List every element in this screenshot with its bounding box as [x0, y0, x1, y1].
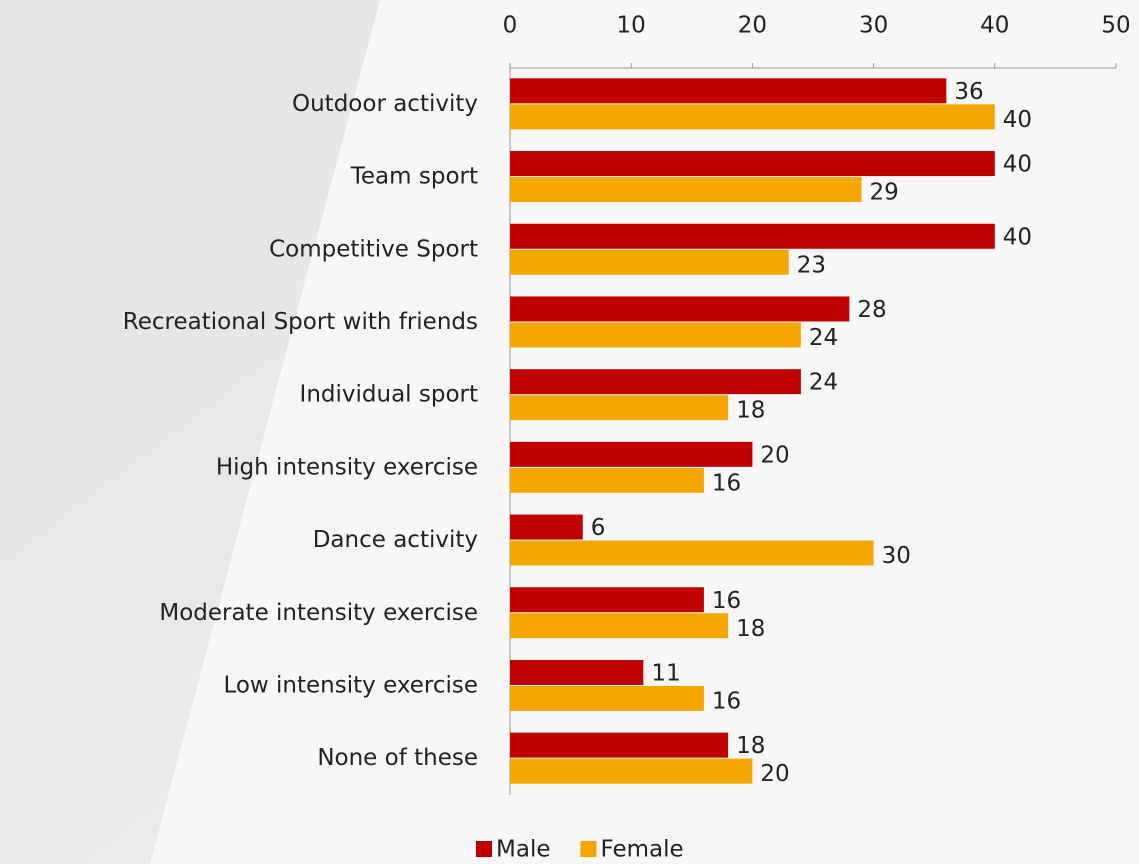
y-tick-label: None of these: [317, 745, 478, 771]
y-tick-label: Competitive Sport: [269, 236, 478, 262]
bar: [510, 151, 995, 177]
bar: [510, 369, 801, 395]
data-label: 20: [760, 442, 789, 468]
data-label: 18: [736, 616, 765, 642]
legend-swatch: [476, 841, 492, 857]
bar: [510, 441, 753, 467]
bar: [510, 613, 729, 639]
bar: [510, 758, 753, 784]
y-tick-label: Team sport: [350, 164, 478, 190]
y-tick-label: Dance activity: [313, 527, 478, 553]
bar: [510, 467, 704, 493]
data-label: 28: [857, 297, 886, 323]
x-tick-label: 50: [1101, 13, 1130, 39]
y-tick-label: Outdoor activity: [292, 91, 478, 117]
bar: [510, 78, 947, 104]
data-label: 24: [809, 325, 838, 351]
data-label: 30: [882, 543, 911, 569]
bar: [510, 296, 850, 322]
legend-label: Female: [600, 837, 683, 863]
y-tick-label: Recreational Sport with friends: [123, 309, 478, 335]
bar: [510, 514, 583, 540]
data-label: 29: [869, 180, 898, 206]
x-tick-label: 20: [738, 13, 767, 39]
x-tick-label: 0: [503, 13, 518, 39]
legend-label: Male: [496, 837, 550, 863]
y-tick-label: High intensity exercise: [216, 454, 478, 480]
x-tick-label: 10: [617, 13, 646, 39]
data-label: 18: [736, 398, 765, 424]
bar: [510, 659, 644, 685]
bar: [510, 587, 704, 613]
y-tick-label: Moderate intensity exercise: [159, 600, 478, 626]
legend-swatch: [580, 841, 597, 857]
data-label: 40: [1003, 107, 1032, 133]
bar: [510, 685, 704, 711]
bar: [510, 223, 995, 249]
plot: 0 10 20 30 40 50 Outdoor activity 36 40 Team spor…: [123, 13, 1131, 863]
data-label: 16: [712, 688, 741, 714]
y-tick-label: Low intensity exercise: [223, 672, 478, 698]
data-label: 24: [809, 370, 838, 396]
data-label: 11: [651, 660, 680, 686]
data-label: 6: [591, 515, 606, 541]
data-label: 18: [736, 733, 765, 759]
data-label: 36: [954, 79, 983, 105]
bar: [510, 732, 729, 758]
y-tick-label: Individual sport: [300, 382, 478, 408]
data-label: 40: [1003, 152, 1032, 178]
data-label: 16: [712, 588, 741, 614]
bar: [510, 104, 995, 130]
bar: [510, 322, 801, 348]
bar: [510, 395, 729, 421]
bar: [510, 249, 789, 275]
background-swoosh: [150, 0, 1139, 864]
x-tick-label: 30: [859, 13, 888, 39]
data-label: 20: [760, 761, 789, 787]
bar: [510, 177, 862, 203]
bar: [510, 540, 874, 566]
data-label: 40: [1003, 224, 1032, 250]
x-tick-label: 40: [980, 13, 1009, 39]
data-label: 16: [712, 470, 741, 496]
data-label: 23: [797, 252, 826, 278]
